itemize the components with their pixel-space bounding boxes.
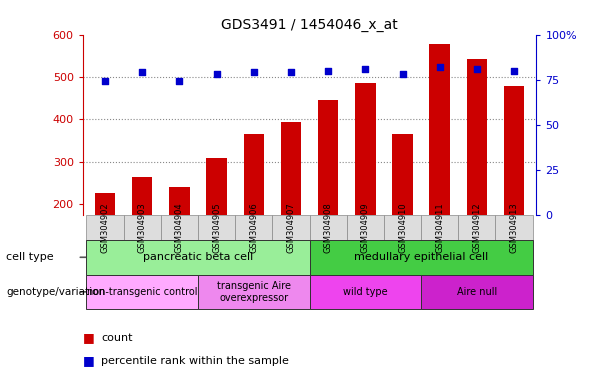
Text: GSM304903: GSM304903 (138, 202, 147, 253)
Point (472, 66, 482, 72)
Text: non-transgenic control: non-transgenic control (87, 287, 197, 297)
Point (509, 68, 519, 74)
Bar (466, 59, 487, 290)
Bar (95, 192, 115, 290)
Text: GSM304909: GSM304909 (361, 202, 370, 253)
Bar (243, 134, 264, 290)
Point (100, 78, 110, 84)
Text: count: count (101, 333, 132, 343)
Text: GSM304908: GSM304908 (324, 202, 333, 253)
Text: ■: ■ (83, 354, 94, 367)
Bar (132, 177, 153, 290)
Bar (430, 44, 450, 290)
Point (286, 70, 296, 76)
Text: transgenic Aire
overexpressor: transgenic Aire overexpressor (217, 281, 291, 303)
Bar (169, 187, 189, 290)
Text: genotype/variation: genotype/variation (6, 287, 105, 297)
Point (211, 71, 221, 77)
Point (175, 78, 185, 84)
Bar (392, 134, 413, 290)
Bar (318, 100, 338, 290)
Point (398, 71, 408, 77)
Text: GSM304912: GSM304912 (473, 202, 481, 253)
Bar (207, 158, 227, 290)
Bar (281, 122, 301, 290)
Bar (355, 83, 376, 290)
Text: wild type: wild type (343, 287, 387, 297)
Text: GSM304904: GSM304904 (175, 202, 184, 253)
Bar (504, 86, 524, 290)
Point (360, 66, 370, 72)
Text: Aire null: Aire null (457, 287, 497, 297)
Text: pancreatic beta cell: pancreatic beta cell (143, 252, 253, 262)
Text: percentile rank within the sample: percentile rank within the sample (101, 356, 289, 366)
Text: GSM304905: GSM304905 (212, 202, 221, 253)
Text: GSM304913: GSM304913 (509, 202, 519, 253)
Point (435, 64, 444, 70)
Point (249, 70, 259, 76)
Point (137, 70, 147, 76)
Text: GSM304907: GSM304907 (286, 202, 295, 253)
Text: GSM304902: GSM304902 (101, 202, 110, 253)
Text: cell type: cell type (6, 252, 54, 262)
Text: GSM304911: GSM304911 (435, 202, 444, 253)
Text: medullary epithelial cell: medullary epithelial cell (354, 252, 488, 262)
Text: GSM304910: GSM304910 (398, 202, 407, 253)
Title: GDS3491 / 1454046_x_at: GDS3491 / 1454046_x_at (221, 18, 398, 32)
Text: GSM304906: GSM304906 (249, 202, 258, 253)
Point (323, 68, 333, 74)
Text: ■: ■ (83, 331, 94, 344)
